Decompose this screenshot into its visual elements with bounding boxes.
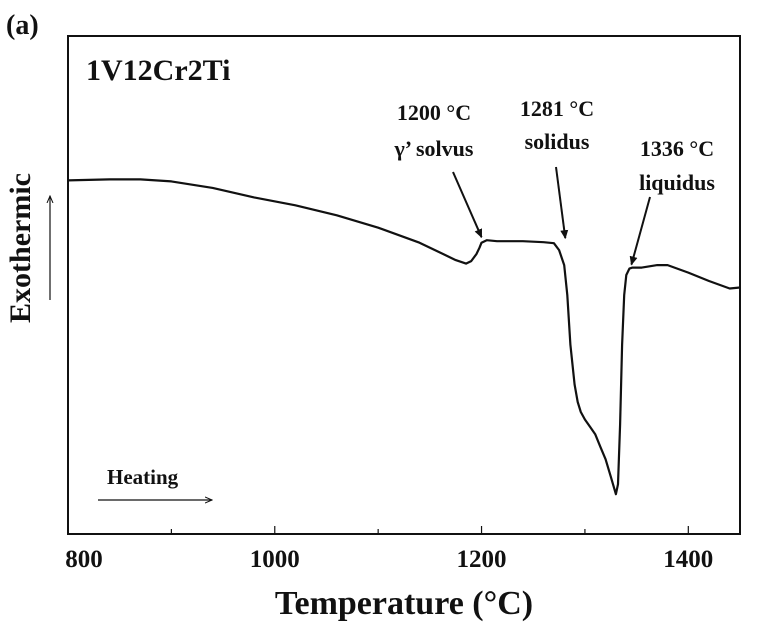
x-tick-label: 1400 [663, 546, 713, 573]
x-axis-ticks [67, 526, 689, 534]
x-tick-label: 1200 [457, 546, 507, 573]
annotation-temperature: 1281 °C [520, 96, 594, 121]
transition-annotations: 1200 °C γ’ solvus 1281 °C solidus 1336 °C liq… [394, 96, 715, 266]
annotation-temperature: 1200 °C [397, 100, 471, 125]
chart-title: 1V12Cr2Ti [86, 54, 230, 87]
x-tick-label: 800 [65, 546, 103, 573]
heating-label: Heating [107, 465, 179, 489]
annotation-event: γ’ solvus [394, 136, 474, 161]
annotation-arrow [555, 166, 569, 240]
annotation-arrow [629, 196, 651, 266]
plot-frame [67, 35, 741, 535]
y-axis-label: Exothermic [4, 173, 37, 323]
annotation-arrow [452, 171, 483, 239]
annotation-event: solidus [525, 129, 590, 154]
dsc-curve-line [67, 178, 741, 496]
annotation-temperature: 1336 °C [640, 136, 714, 161]
annotation-event: liquidus [639, 170, 715, 195]
x-axis-tick-labels: 800 1000 1200 1400 [65, 546, 713, 573]
x-tick-label: 1000 [250, 546, 300, 573]
panel-label: (a) [6, 10, 39, 41]
x-axis-label: Temperature (°C) [275, 585, 533, 622]
heating-indicator: Heating [98, 465, 212, 500]
